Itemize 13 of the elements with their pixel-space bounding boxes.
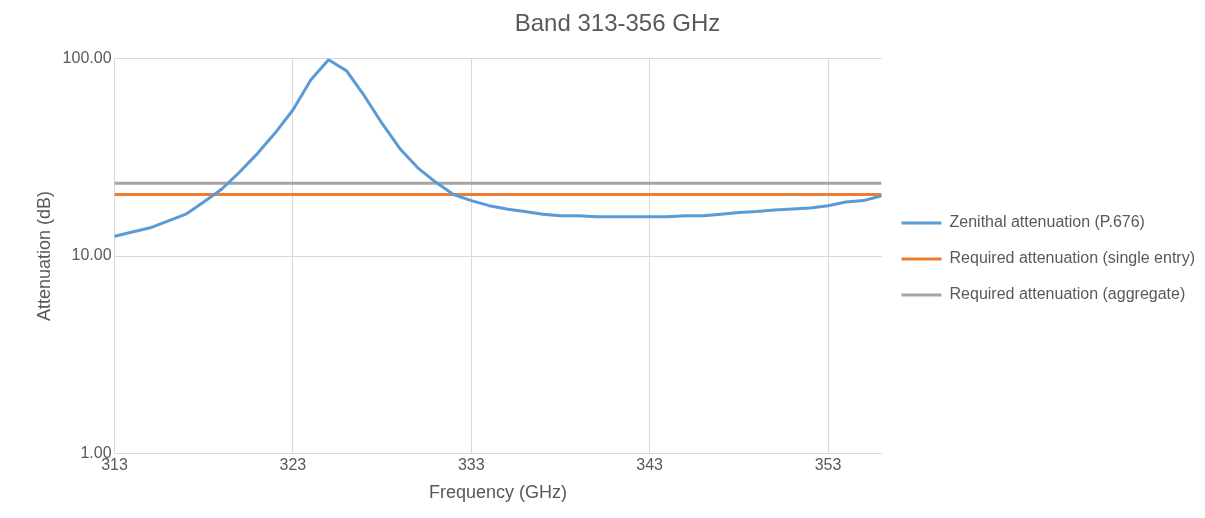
y-axis-title: Attenuation (dB) — [33, 190, 54, 322]
y-tick-label: 10.00 — [71, 246, 112, 264]
x-tick-label: 323 — [279, 456, 307, 474]
chart-title: Band 313-356 GHz — [514, 9, 721, 37]
x-tick-label: 343 — [636, 456, 664, 474]
legend-label: Required attenuation (aggregate) — [949, 285, 1186, 303]
legend-label: Required attenuation (single entry) — [949, 249, 1196, 267]
x-axis-title: Frequency (GHz) — [429, 482, 568, 503]
x-tick-label: 333 — [457, 456, 485, 474]
legend-label: Zenithal attenuation (P.676) — [949, 213, 1145, 231]
y-tick-label: 100.00 — [62, 49, 112, 67]
x-tick-label: 353 — [814, 456, 842, 474]
x-tick-label: 313 — [101, 456, 128, 474]
